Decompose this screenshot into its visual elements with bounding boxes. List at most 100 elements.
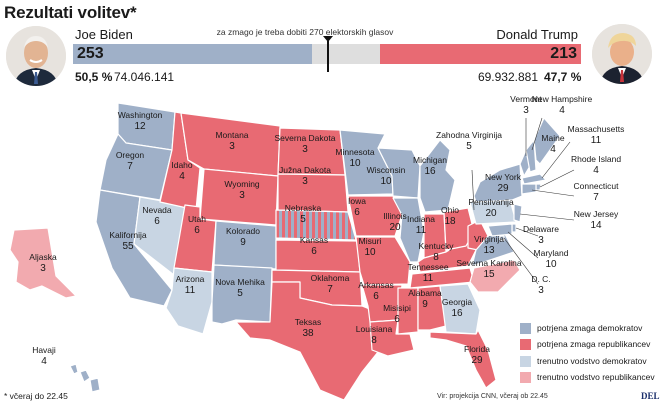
state-ev-new-york: 29 <box>497 183 509 194</box>
state-ev-georgia: 16 <box>451 308 463 319</box>
state-ev-michigan: 16 <box>424 166 436 177</box>
state-label-pensilvanija: Pensilvanija <box>468 197 514 207</box>
state-d-c <box>499 235 505 241</box>
state-label-severna-dakota: Severna Dakota <box>275 133 336 143</box>
state-label-georgia: Georgia <box>442 297 473 307</box>
state-label-wisconsin: Wisconsin <box>367 165 406 175</box>
state-label-oregon: Oregon <box>116 150 145 160</box>
leader-line-d-c <box>503 237 539 285</box>
legend-label: trenutno vodstvo republikancev <box>537 372 655 382</box>
state-label-tennessee: Tennessee <box>407 262 448 272</box>
state-label-nebraska: Nebraska <box>285 203 322 213</box>
legend-label: potrjena zmaga demokratov <box>537 323 643 333</box>
state-new-jersey <box>513 203 523 223</box>
state-label-havaji: Havaji <box>32 345 56 355</box>
leader-line-delaware <box>515 227 539 237</box>
state-ev-wyoming: 3 <box>239 190 245 201</box>
legend-swatch <box>520 339 531 350</box>
state-ev-ohio: 18 <box>444 216 456 227</box>
state-label-washington: Washington <box>118 110 163 120</box>
state-aljaska <box>9 227 77 299</box>
state-label-new-jersey: New Jersey <box>574 209 619 219</box>
state-ev-florida: 29 <box>471 355 483 366</box>
leader-line-new-jersey <box>519 213 575 221</box>
state-alabama <box>417 285 447 331</box>
state-michigan <box>419 139 456 213</box>
dem-percent: 50,5 % <box>75 70 113 84</box>
legend-swatch <box>520 372 531 383</box>
state-label-florida: Florida <box>464 344 490 354</box>
state-ev-severna-dakota: 3 <box>302 144 308 155</box>
state-label-louisiana: Louisiana <box>356 324 393 334</box>
leader-line-massachusetts <box>541 141 571 179</box>
rep-candidate-name: Donald Trump <box>496 27 578 42</box>
state-ev-iowa: 6 <box>354 207 360 218</box>
state-label-misisipi: Misisipi <box>383 303 411 313</box>
state-ev-oregon: 7 <box>127 161 133 172</box>
state-maine <box>533 117 561 165</box>
state-ev-connecticut: 7 <box>593 192 599 203</box>
rep-electoral-votes: 213 <box>550 45 577 62</box>
state-label-maryland: Maryland <box>534 248 569 258</box>
state-ev-nevada: 6 <box>154 216 160 227</box>
state-ev-severna-karolina: 15 <box>483 269 495 280</box>
state-teksas <box>235 281 379 401</box>
state-label-michigan: Michigan <box>413 155 447 165</box>
state-label-arkansas: Arkansas <box>358 280 393 290</box>
state-label-maine: Maine <box>541 133 564 143</box>
dem-bar-fill: 253 <box>73 44 312 64</box>
state-ev-arizona: 11 <box>185 285 196 296</box>
state-label-utah: Utah <box>188 214 206 224</box>
legend-label: trenutno vodstvo demokratov <box>537 356 647 366</box>
state-ev-wisconsin: 10 <box>380 176 392 187</box>
state-ev-zahodna-virginija: 5 <box>466 141 472 152</box>
trump-portrait-icon <box>592 24 652 84</box>
state-ev-kentucky: 8 <box>433 252 439 263</box>
legend-label: potrjena zmaga republikancev <box>537 339 651 349</box>
state-label-idaho: Idaho <box>171 160 193 170</box>
threshold-marker <box>326 38 329 72</box>
footnote: * včeraj do 22.45 <box>4 391 68 401</box>
state-label-minnesota: Minnesota <box>335 147 374 157</box>
state-label-d-c: D. C. <box>531 274 550 284</box>
state-ev-vermont: 3 <box>523 105 529 116</box>
state-ev-louisiana: 8 <box>371 335 377 346</box>
state-ev-nebraska: 5 <box>300 214 306 225</box>
state-label-virginija: Virginija <box>474 234 504 244</box>
state-label-rhode-island: Rhode Island <box>571 154 621 164</box>
state-label-wyoming: Wyoming <box>224 179 260 189</box>
state-ev-pensilvanija: 20 <box>485 208 497 219</box>
threshold-text: za zmago je treba dobiti 270 elektorskih… <box>216 27 394 37</box>
state-massachusetts <box>521 173 547 185</box>
state-label-new-york: New York <box>485 172 522 182</box>
state-ev-d-c: 3 <box>538 285 544 296</box>
leader-line-new-hampshire <box>531 117 543 151</box>
state-label-nevada: Nevada <box>142 205 172 215</box>
leader-line-rhode-island <box>539 169 575 188</box>
state-label-indiana: Indiana <box>407 214 435 224</box>
state-ev-aljaska: 3 <box>40 263 46 274</box>
state-label-kentucky: Kentucky <box>419 241 455 251</box>
state-label-kansas: Kansas <box>300 235 328 245</box>
legend-swatch <box>520 356 531 367</box>
state-ev-massachusetts: 11 <box>591 135 602 146</box>
state-ev-illinois: 20 <box>389 222 401 233</box>
state-ev-teksas: 38 <box>302 328 314 339</box>
state-arizona <box>165 267 213 335</box>
state-ev-delaware: 3 <box>538 235 544 246</box>
state-ev-new-jersey: 14 <box>590 220 602 231</box>
state-ev-kansas: 6 <box>311 246 317 257</box>
state-ev-rhode-island: 4 <box>593 165 599 176</box>
state-new-york <box>473 163 523 203</box>
state-label-iowa: Iowa <box>348 196 366 206</box>
state-label-kolorado: Kolorado <box>226 226 260 236</box>
legend-swatch <box>520 323 531 334</box>
state-severna-karolina <box>469 259 521 293</box>
leader-line-maryland <box>507 231 539 259</box>
state-ev-indiana: 11 <box>416 225 427 236</box>
state-ev-idaho: 4 <box>179 171 185 182</box>
state-ev-juzna-dakota: 3 <box>302 176 308 187</box>
dem-candidate-name: Joe Biden <box>75 27 133 42</box>
state-illinois <box>392 197 425 263</box>
